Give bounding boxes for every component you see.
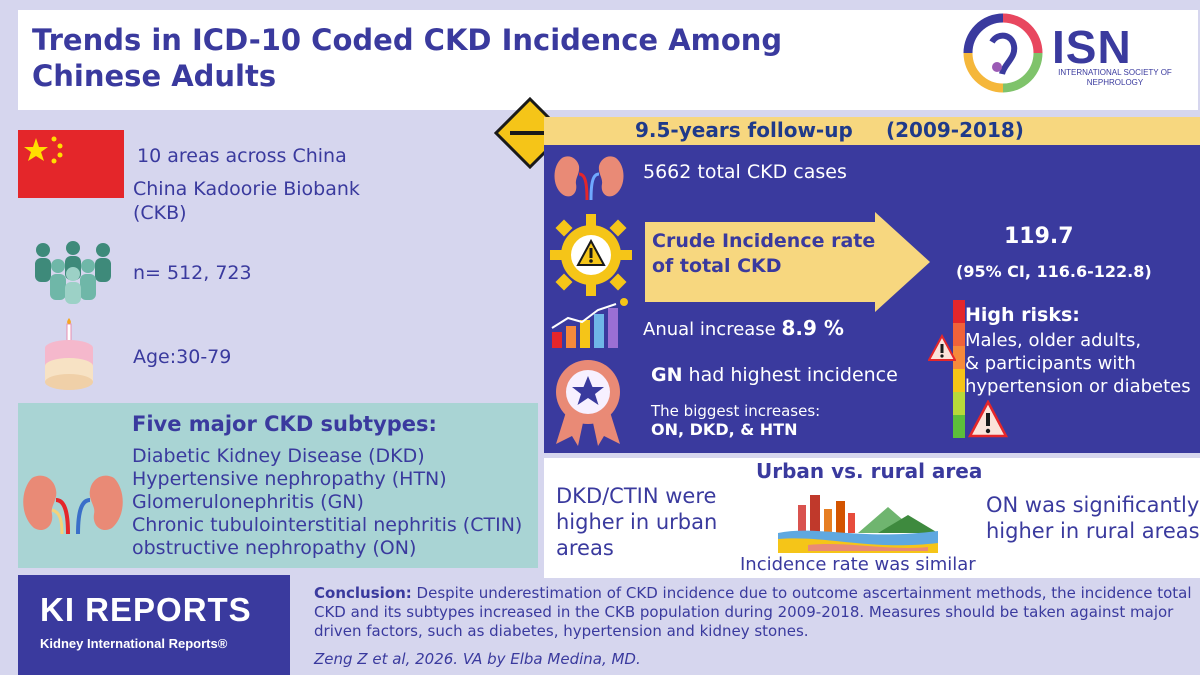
urban-line-3: areas — [556, 536, 614, 560]
gn-highest: GN had highest incidence — [651, 364, 898, 386]
risk-title: High risks: — [965, 304, 1080, 326]
subtypes-list: Diabetic Kidney Disease (DKD) Hypertensi… — [132, 445, 522, 560]
list-item: Glomerulonephritis (GN) — [132, 491, 364, 513]
annual-value: 8.9 % — [781, 316, 844, 340]
followup-years: (2009-2018) — [886, 118, 1024, 142]
warning-icon — [968, 400, 1008, 438]
rural-line-1: ON was significantly — [986, 493, 1200, 517]
urban-rural-title: Urban vs. rural area — [756, 459, 983, 483]
risk-scale-icon — [953, 300, 965, 438]
sample-size: n= 512, 723 — [133, 262, 252, 284]
page-title: Trends in ICD-10 Coded CKD Incidence Amo… — [32, 22, 852, 94]
kidney-icon — [23, 475, 123, 535]
conclusion-label: Conclusion: — [314, 584, 412, 602]
isn-logo-text: ISN — [1052, 21, 1132, 73]
list-item: Diabetic Kidney Disease (DKD) — [132, 445, 425, 467]
star-badge-icon — [556, 360, 620, 446]
bar-chart-icon — [551, 298, 628, 348]
rural-line-2: higher in rural areas — [986, 519, 1200, 543]
risk-line-2: & participants with — [965, 353, 1136, 374]
incidence-similar: Incidence rate was similar — [740, 554, 976, 575]
biobank-abbr: (CKB) — [133, 202, 187, 224]
title-line-2: Chinese Adults — [32, 59, 277, 93]
age-range: Age:30-79 — [133, 346, 232, 368]
china-flag-icon — [18, 130, 124, 198]
urban-line-2: higher in urban — [556, 510, 718, 534]
gn-label: GN — [651, 364, 683, 386]
crude-rate-arrow — [645, 212, 930, 312]
biggest-increases-value: ON, DKD, & HTN — [651, 420, 798, 439]
urban-line-1: DKD/CTIN were — [556, 484, 717, 508]
isn-logo-subtitle: INTERNATIONAL SOCIETY OF NEPHROLOGY — [1058, 68, 1172, 87]
rate-value: 119.7 — [1004, 224, 1074, 249]
annual-label: Anual increase — [643, 319, 776, 340]
crude-rate-line-1: Crude Incidence rate — [652, 230, 876, 252]
gn-text: had highest incidence — [688, 364, 898, 386]
risk-list: Males, older adults, & participants with… — [965, 329, 1191, 398]
title-line-1: Trends in ICD-10 Coded CKD Incidence Amo… — [32, 23, 783, 57]
risk-line-3: hypertension or diabetes — [965, 376, 1191, 397]
rural-finding: ON was significantly higher in rural are… — [986, 492, 1200, 544]
risk-line-1: Males, older adults, — [965, 330, 1142, 351]
annual-increase: Anual increase 8.9 % — [643, 316, 844, 340]
list-item: Chronic tubulointerstitial nephritis (CT… — [132, 514, 523, 536]
people-icon — [35, 241, 111, 304]
crude-rate-line-2: of total CKD — [652, 255, 782, 277]
ki-reports-logo — [18, 575, 290, 675]
subtypes-title: Five major CKD subtypes: — [132, 412, 437, 436]
conclusion: Conclusion: Despite underestimation of C… — [314, 584, 1194, 641]
cake-icon — [45, 318, 93, 390]
urban-finding: DKD/CTIN were higher in urban areas — [556, 483, 717, 561]
list-item: Hypertensive nephropathy (HTN) — [132, 468, 447, 490]
conclusion-text: Despite underestimation of CKD incidence… — [314, 584, 1192, 640]
biobank-name: China Kadoorie Biobank — [133, 178, 360, 200]
followup-bar — [544, 117, 1200, 145]
total-cases: 5662 total CKD cases — [643, 161, 847, 183]
gear-warning-icon — [550, 214, 632, 296]
followup-label: 9.5-years follow-up — [635, 118, 853, 142]
ki-reports-subtitle: Kidney International Reports® — [40, 636, 228, 651]
title-panel — [18, 10, 1198, 110]
ki-reports-title: KI REPORTS — [40, 591, 252, 628]
areas-text: 10 areas across China — [137, 145, 347, 167]
city-landscape-icon — [778, 495, 938, 553]
crude-rate-label: Crude Incidence rate of total CKD — [652, 229, 875, 279]
isn-logo-icon — [963, 13, 1043, 93]
list-item: obstructive nephropathy (ON) — [132, 537, 417, 559]
kidney-icon — [554, 156, 624, 200]
biggest-increases-label: The biggest increases: — [651, 402, 821, 420]
citation: Zeng Z et al, 2026. VA by Elba Medina, M… — [314, 650, 641, 668]
warning-icon — [928, 334, 956, 361]
rate-ci: (95% CI, 116.6-122.8) — [956, 262, 1152, 281]
urban-rural-panel — [544, 458, 1200, 578]
